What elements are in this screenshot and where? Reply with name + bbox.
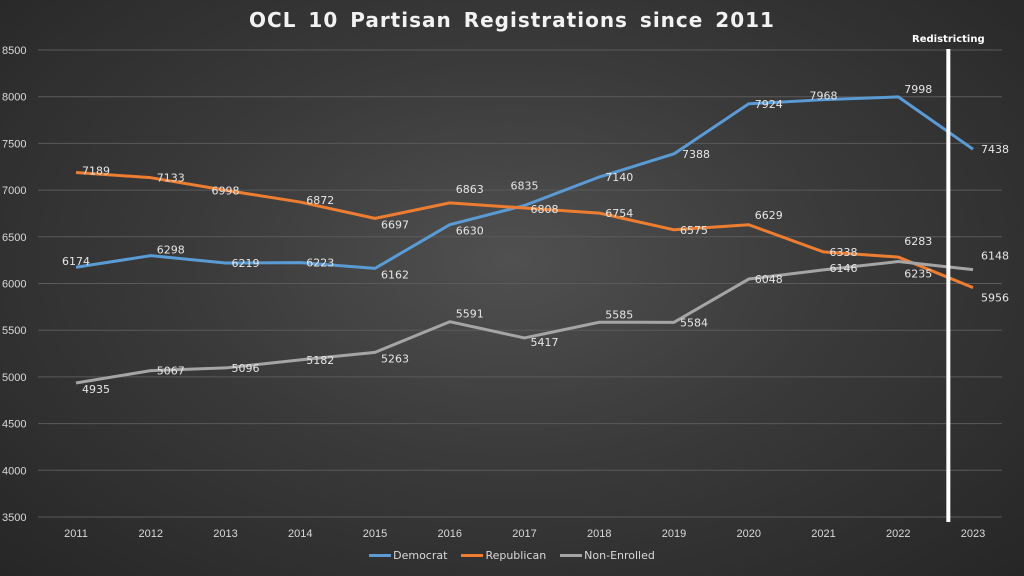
legend-swatch [461, 554, 484, 557]
data-label: 6835 [511, 180, 539, 193]
x-tick-label: 2016 [438, 528, 462, 540]
x-tick-label: 2014 [288, 528, 312, 540]
y-axis-ticks: 3500 4000 4500 5000 5500 6000 6500 7000 7500 8000… [2, 45, 26, 524]
y-tick-label: 8000 [2, 92, 26, 104]
x-tick-label: 2021 [811, 528, 835, 540]
legend-item: Democrat [369, 549, 447, 562]
legend-swatch [369, 554, 392, 557]
data-label: 6575 [680, 224, 708, 237]
data-label: 5591 [456, 308, 484, 321]
y-tick-label: 7500 [2, 138, 26, 150]
x-axis-ticks: 2011 2012 2013 2014 2015 2016 2017 2018 2019 2020… [64, 528, 985, 540]
x-tick-label: 2020 [737, 528, 761, 540]
y-tick-label: 7000 [2, 185, 26, 197]
data-label: 6338 [830, 246, 858, 259]
annotations: Redistricting [912, 34, 985, 522]
data-label: 6697 [381, 218, 409, 231]
y-tick-label: 5500 [2, 325, 26, 337]
data-label: 7388 [682, 148, 710, 161]
legend-swatch [560, 554, 583, 557]
x-tick-label: 2015 [363, 528, 387, 540]
data-label: 7924 [755, 98, 783, 111]
data-label: 5956 [981, 292, 1009, 305]
data-label: 6146 [830, 262, 858, 275]
y-tick-label: 5000 [2, 372, 26, 384]
x-tick-label: 2022 [886, 528, 910, 540]
y-tick-label: 4500 [2, 419, 26, 431]
data-label: 6298 [157, 244, 185, 257]
legend-label: Democrat [393, 549, 448, 562]
y-tick-label: 6500 [2, 232, 26, 244]
data-label: 5417 [531, 336, 559, 349]
data-label: 7968 [810, 90, 838, 103]
series-line-republican [75, 170, 974, 289]
x-tick-label: 2012 [139, 528, 163, 540]
legend-label: Non-Enrolled [584, 549, 655, 562]
data-label: 6219 [232, 257, 260, 270]
data-labels: 6174 6298 6219 6223 6162 6630 6835 7140 7388 7924… [62, 83, 1009, 396]
x-tick-label: 2019 [662, 528, 686, 540]
legend-label: Republican [485, 549, 547, 562]
data-label: 7998 [904, 83, 932, 96]
chart-title: OCL 10 Partisan Registrations since 2011 [249, 8, 775, 32]
redistricting-label: Redistricting [912, 34, 985, 45]
x-tick-label: 2011 [64, 528, 88, 540]
x-tick-label: 2023 [961, 528, 985, 540]
data-label: 6808 [531, 203, 559, 216]
series-line-non-enrolled [75, 260, 974, 385]
data-label: 6629 [755, 209, 783, 222]
x-tick-label: 2013 [213, 528, 237, 540]
y-tick-label: 6000 [2, 279, 26, 291]
data-label: 7140 [605, 171, 633, 184]
series-lines [75, 95, 974, 385]
data-label: 4935 [82, 383, 110, 396]
legend-item: Non-Enrolled [560, 549, 655, 562]
y-tick-label: 4000 [2, 465, 26, 477]
data-label: 7438 [981, 143, 1009, 156]
data-label: 6235 [904, 268, 932, 281]
data-label: 6162 [381, 268, 409, 281]
gridlines [38, 49, 1002, 518]
legend: Democrat Republican Non-Enrolled [0, 549, 1024, 562]
data-label: 6630 [456, 225, 484, 238]
data-label: 6754 [605, 207, 633, 220]
data-label: 6283 [904, 235, 932, 248]
data-label: 6863 [456, 183, 484, 196]
data-label: 6223 [306, 257, 334, 270]
data-label: 5096 [232, 362, 260, 375]
data-label: 6148 [981, 250, 1009, 263]
y-tick-label: 3500 [2, 512, 26, 524]
series-line-democrat [75, 95, 974, 270]
data-label: 7189 [82, 164, 110, 177]
data-label: 6998 [212, 184, 240, 197]
data-label: 6174 [62, 255, 90, 268]
x-tick-label: 2017 [512, 528, 536, 540]
x-tick-label: 2018 [587, 528, 611, 540]
data-label: 6048 [755, 273, 783, 286]
y-tick-label: 8500 [2, 45, 26, 57]
data-label: 7133 [157, 172, 185, 185]
data-label: 5182 [306, 354, 334, 367]
data-label: 5067 [157, 365, 185, 378]
data-label: 5584 [680, 316, 708, 329]
data-label: 6872 [306, 194, 334, 207]
data-label: 5263 [381, 352, 409, 365]
data-label: 5585 [605, 308, 633, 321]
legend-item: Republican [461, 549, 546, 562]
